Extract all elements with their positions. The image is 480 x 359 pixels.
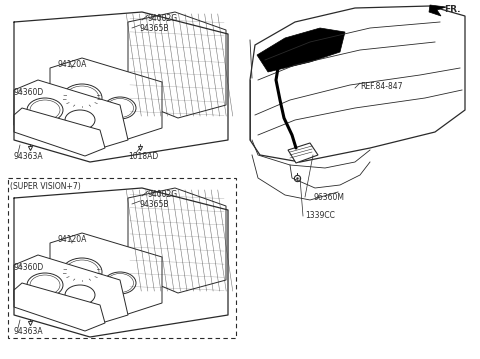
Text: 1339CC: 1339CC xyxy=(305,211,335,220)
Polygon shape xyxy=(257,28,345,72)
Text: 94365B: 94365B xyxy=(140,200,169,209)
Text: 1018AD: 1018AD xyxy=(128,152,158,161)
Text: 94002G: 94002G xyxy=(148,14,178,23)
Text: 94365B: 94365B xyxy=(140,24,169,33)
Text: 96360M: 96360M xyxy=(313,192,344,201)
Text: 94363A: 94363A xyxy=(14,327,44,336)
Polygon shape xyxy=(50,233,162,315)
Text: 94002G: 94002G xyxy=(148,190,178,199)
Text: 94120A: 94120A xyxy=(58,235,87,244)
Polygon shape xyxy=(14,283,105,331)
Polygon shape xyxy=(14,255,128,325)
Text: 94120A: 94120A xyxy=(58,60,87,69)
Polygon shape xyxy=(250,6,465,162)
Bar xyxy=(8,178,236,338)
Text: 94360D: 94360D xyxy=(14,263,44,272)
Polygon shape xyxy=(50,58,162,140)
Polygon shape xyxy=(429,5,446,16)
Polygon shape xyxy=(14,80,128,150)
Polygon shape xyxy=(14,108,105,156)
Text: (SUPER VISION+7): (SUPER VISION+7) xyxy=(10,182,81,191)
Text: 94360D: 94360D xyxy=(14,88,44,97)
Text: REF.84-847: REF.84-847 xyxy=(360,82,403,91)
Text: 94363A: 94363A xyxy=(14,152,44,161)
Polygon shape xyxy=(128,188,226,293)
Polygon shape xyxy=(128,12,226,118)
Text: FR.: FR. xyxy=(444,5,460,14)
Polygon shape xyxy=(288,143,318,163)
